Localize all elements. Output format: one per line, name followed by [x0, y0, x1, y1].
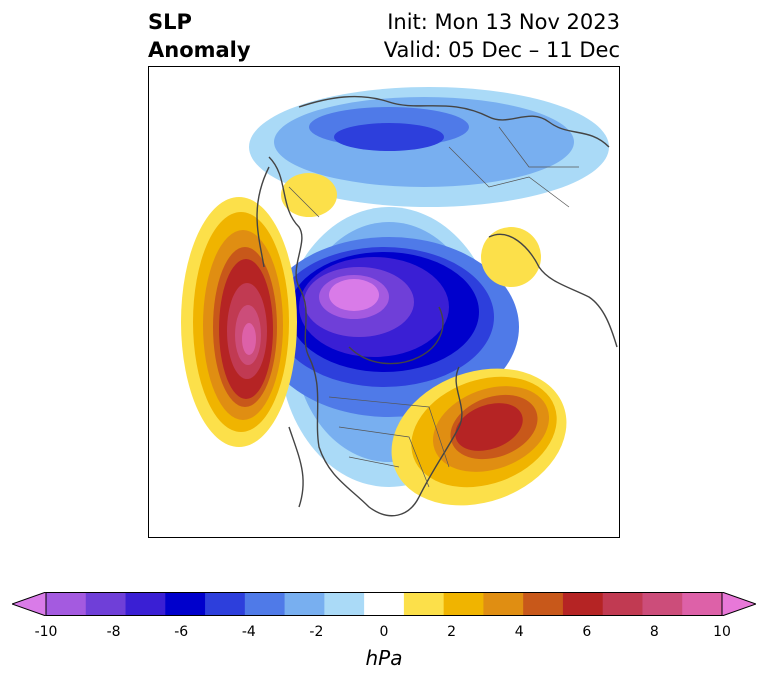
colorbar-tick-label: 6 — [582, 624, 592, 640]
colorbar-tick-label: -2 — [309, 624, 324, 640]
colorbar-extend-low — [12, 592, 47, 616]
colorbar-segment — [284, 592, 325, 616]
pacific-high-anomaly — [181, 173, 337, 447]
colorbar-tick-label: 8 — [649, 624, 659, 640]
colorbar-tick-label: -4 — [241, 624, 256, 640]
colorbar-tick-label: 4 — [514, 624, 524, 640]
country-borders — [288, 126, 579, 488]
colorbar-segment — [165, 592, 206, 616]
colorbar-segment — [523, 592, 564, 616]
colorbar-tick-label: 0 — [379, 624, 389, 640]
colorbar — [12, 592, 756, 616]
colorbar-segment — [443, 592, 484, 616]
colorbar-frame — [45, 592, 723, 616]
colorbar-segment — [364, 592, 405, 616]
title-line-2: Anomaly — [148, 38, 251, 62]
colorbar-segment — [85, 592, 127, 616]
slp-anomaly-map — [148, 66, 620, 538]
atlantic-high-anomaly — [391, 368, 567, 506]
title-line-1: SLP — [148, 10, 192, 34]
colorbar-segment — [682, 592, 723, 616]
init-date: Init: Mon 13 Nov 2023 — [387, 10, 620, 34]
colorbar-segment — [562, 592, 604, 616]
colorbar-segment — [324, 592, 365, 616]
colorbar-segment — [403, 592, 445, 616]
coastlines — [256, 95, 618, 517]
colorbar-segment — [483, 592, 524, 616]
colorbar-unit-label: hPa — [365, 646, 403, 670]
colorbar-tick-label: 2 — [447, 624, 457, 640]
asia-high-anomaly — [481, 227, 541, 287]
colorbar-tick-label: -8 — [106, 624, 121, 640]
map-title: SLP Anomaly — [148, 8, 251, 64]
colorbar-segment — [46, 592, 87, 616]
colorbar-ticks: -10 -8 -6 -4 -2 0 2 4 6 8 10 — [0, 624, 768, 644]
forecast-dates: Init: Mon 13 Nov 2023 Valid: 05 Dec – 11… — [384, 8, 620, 64]
colorbar-extend-high — [721, 592, 756, 616]
colorbar-segment — [205, 592, 246, 616]
colorbar-tick-label: 10 — [713, 624, 731, 640]
colorbar-segment — [642, 592, 683, 616]
colorbar-tick-label: -6 — [174, 624, 189, 640]
colorbar-tick-label: -10 — [34, 624, 58, 640]
colorbar-segment — [602, 592, 643, 616]
valid-date: Valid: 05 Dec – 11 Dec — [383, 38, 620, 62]
colorbar-segment — [125, 592, 166, 616]
colorbar-segment — [244, 592, 286, 616]
